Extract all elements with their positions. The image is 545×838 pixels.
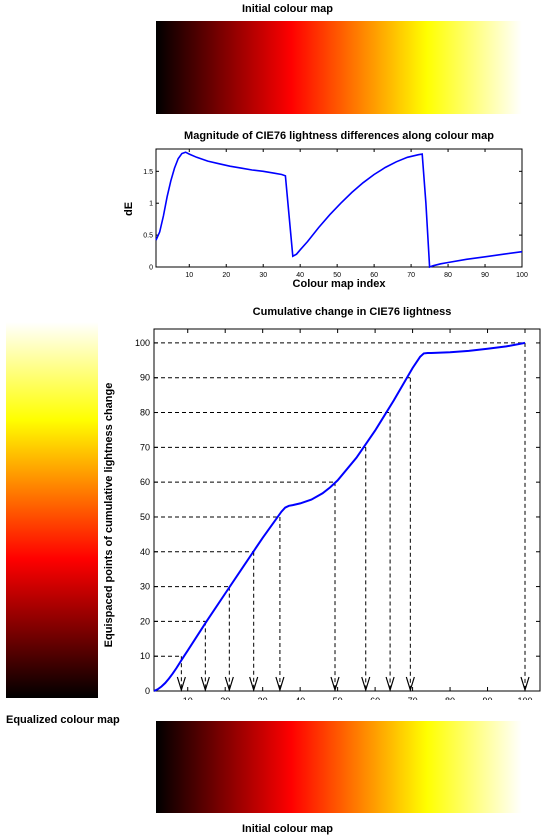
chart2-y-tick-label: 20 — [140, 616, 150, 626]
bottom-colormap-title: Initial colour map — [241, 823, 334, 835]
chart2-down-arrow — [249, 676, 259, 693]
chart1-axes-box — [155, 148, 523, 268]
equalized-colormap-bar — [6, 322, 98, 698]
chart2-y-tick-label: 100 — [135, 338, 150, 348]
chart2-y-tick-label: 60 — [140, 477, 150, 487]
chart2-x-tick-label: 90 — [483, 696, 493, 700]
chart1-x-tick-label: 50 — [333, 272, 341, 279]
chart2-down-arrow — [224, 676, 234, 693]
chart1-title: Magnitude of CIE76 lightness differences… — [184, 130, 494, 142]
chart2-x-tick-label: 30 — [258, 696, 268, 700]
lightness-difference-chart: Magnitude of CIE76 lightness differences… — [123, 130, 528, 290]
chart2-x-tick-label: 10 — [183, 696, 193, 700]
chart1-x-tick-label: 60 — [370, 272, 378, 279]
chart1-x-tick-label: 70 — [407, 272, 415, 279]
chart1-series-line — [155, 151, 523, 269]
chart1-y-tick-label: 1 — [149, 201, 153, 208]
chart1-x-tick-label: 20 — [222, 272, 230, 279]
chart2-x-tick-label: 20 — [220, 696, 230, 700]
chart1-y-tick-label: 0 — [149, 265, 153, 272]
chart2-y-tick-label: 80 — [140, 408, 150, 418]
chart2-y-tick-label: 30 — [140, 582, 150, 592]
chart2-title: Cumulative change in CIE76 lightness — [253, 306, 452, 318]
chart2-down-arrow — [200, 676, 210, 693]
chart2-x-tick-label: 80 — [445, 696, 455, 700]
initial-colormap-bar-top — [156, 21, 522, 114]
chart2-x-tick-label: 60 — [370, 696, 380, 700]
chart2-x-tick-label: 100 — [517, 696, 532, 700]
chart2-series-line — [153, 341, 526, 692]
chart2-down-arrow — [385, 676, 395, 693]
chart2-x-tick-label: 40 — [295, 696, 305, 700]
chart1-x-tick-label: 10 — [185, 272, 193, 279]
chart2-down-arrow — [405, 676, 415, 693]
top-colormap-title: Initial colour map — [241, 3, 334, 15]
equalized-colormap-label: Equalized colour map — [6, 714, 120, 726]
chart1-y-tick-label: 0.5 — [143, 233, 153, 240]
chart2-y-tick-label: 50 — [140, 512, 150, 522]
chart2-y-tick-label: 70 — [140, 442, 150, 452]
chart1-x-tick-label: 100 — [516, 272, 528, 279]
chart2-down-arrow — [330, 676, 340, 693]
chart2-down-arrow — [176, 676, 186, 693]
chart1-x-tick-label: 90 — [481, 272, 489, 279]
chart1-x-tick-label: 80 — [444, 272, 452, 279]
chart2-down-arrow — [275, 676, 285, 693]
chart1-x-tick-label: 30 — [259, 272, 267, 279]
chart2-down-arrow — [361, 676, 371, 693]
cumulative-lightness-chart: Cumulative change in CIE76 lightness 10 2… — [103, 306, 541, 700]
chart1-y-axis-label: dE — [123, 202, 135, 216]
chart2-x-tick-label: 70 — [408, 696, 418, 700]
chart2-x-tick-label: 50 — [333, 696, 343, 700]
chart2-axes-box — [153, 328, 541, 692]
chart2-y-tick-label: 90 — [140, 373, 150, 383]
initial-colormap-bar-bottom — [156, 721, 522, 813]
chart2-y-tick-label: 10 — [140, 651, 150, 661]
chart2-y-tick-label: 40 — [140, 547, 150, 557]
chart2-y-axis-label: Equispaced points of cumulative lightnes… — [103, 383, 115, 648]
chart1-x-tick-label: 40 — [296, 272, 304, 279]
chart2-y-tick-label: 0 — [145, 686, 150, 696]
chart1-x-axis-label: Colour map index — [293, 278, 387, 290]
chart1-y-tick-label: 1.5 — [143, 169, 153, 176]
